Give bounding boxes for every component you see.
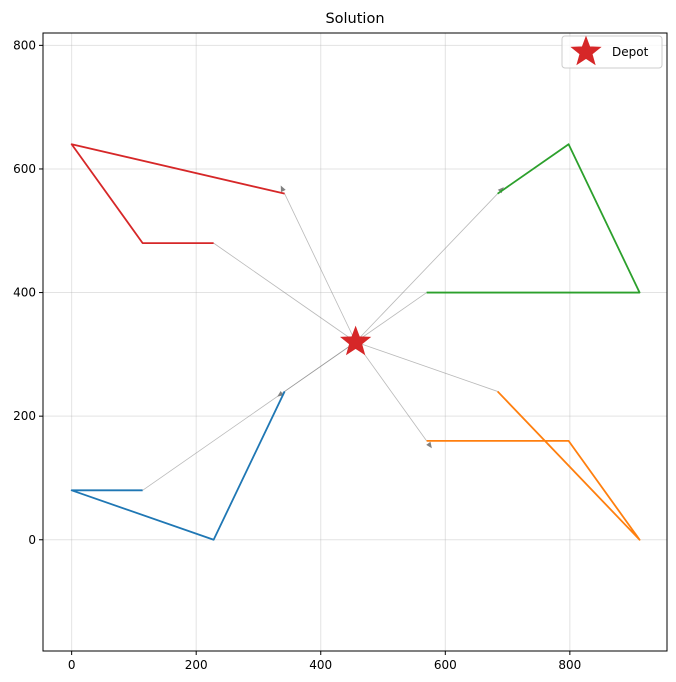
y-tick-label: 200 bbox=[13, 409, 36, 423]
y-tick-label: 600 bbox=[13, 162, 36, 176]
route-line-4 bbox=[70, 143, 285, 245]
y-tick-label: 0 bbox=[28, 533, 36, 547]
depot-layer bbox=[340, 325, 372, 356]
depot-to-route-connector bbox=[355, 292, 427, 343]
y-tick-label: 800 bbox=[13, 38, 36, 52]
x-tick-label: 800 bbox=[558, 658, 581, 672]
route-to-depot-connector bbox=[355, 193, 498, 343]
depot-to-route-connector bbox=[355, 341, 498, 392]
route-line-2 bbox=[426, 390, 641, 541]
routes bbox=[70, 143, 641, 541]
route-to-depot-connector bbox=[284, 341, 356, 392]
route-to-depot-connector bbox=[284, 193, 356, 343]
legend-depot-star-icon bbox=[570, 35, 602, 66]
legend: Depot bbox=[561, 35, 663, 69]
legend-star-glyph bbox=[570, 35, 602, 66]
depot-star-marker bbox=[340, 325, 372, 356]
chart-title: Solution bbox=[325, 11, 384, 27]
depot-to-route-connector bbox=[213, 242, 356, 343]
route-line-3 bbox=[426, 143, 641, 294]
x-tick-label: 400 bbox=[309, 658, 332, 672]
connector-arrowhead bbox=[497, 187, 504, 194]
route-line-1 bbox=[70, 391, 286, 541]
x-tick-label: 0 bbox=[68, 658, 76, 672]
x-tick-label: 600 bbox=[434, 658, 457, 672]
axes-ticks: 0 200 400 600 800 0 200 400 600 800 bbox=[13, 38, 581, 672]
depot-connectors bbox=[142, 185, 504, 491]
connector-arrowhead bbox=[426, 441, 432, 449]
plot-area-frame bbox=[42, 32, 668, 652]
legend-depot-label: Depot bbox=[612, 45, 649, 59]
y-tick-label: 400 bbox=[13, 286, 36, 300]
x-tick-label: 200 bbox=[185, 658, 208, 672]
route-to-depot-connector bbox=[355, 341, 427, 442]
connector-arrowhead bbox=[280, 185, 286, 193]
